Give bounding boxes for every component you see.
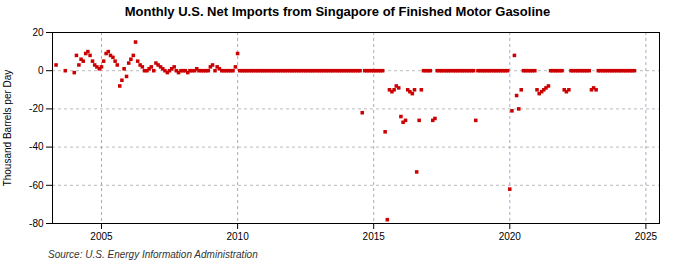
svg-text:0: 0 (38, 65, 44, 76)
svg-text:2015: 2015 (363, 231, 386, 242)
svg-text:-80: -80 (29, 218, 44, 229)
svg-text:-60: -60 (29, 180, 44, 191)
svg-text:20: 20 (32, 27, 44, 38)
svg-text:2005: 2005 (90, 231, 113, 242)
html-text:Source: U.S. Energy Informatio: Source: U.S. Energy Information Administ… (48, 249, 258, 260)
svg-text:2025: 2025 (635, 231, 658, 242)
svg-text:2020: 2020 (499, 231, 522, 242)
svg-text:-40: -40 (29, 141, 44, 152)
svg-text:-20: -20 (29, 103, 44, 114)
svg-text:2010: 2010 (226, 231, 249, 242)
html-text:Monthly U.S. Net Imports from: Monthly U.S. Net Imports from Singapore … (124, 4, 551, 19)
svg-text:Thousand Barrels per Day: Thousand Barrels per Day (2, 70, 13, 187)
